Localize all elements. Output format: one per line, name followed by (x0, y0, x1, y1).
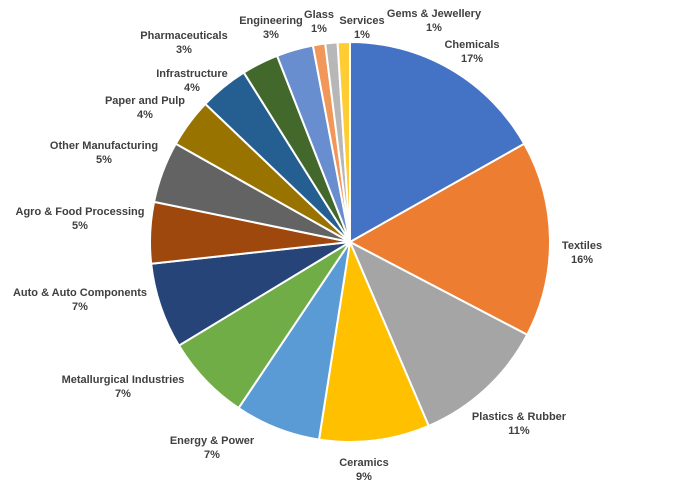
data-label-other-manufacturing: Other Manufacturing 5% (50, 140, 158, 166)
pie-slice-ceramics (317, 238, 430, 443)
data-label-name: Plastics & Rubber (472, 411, 567, 423)
pie-slice-chemicals (349, 40, 526, 244)
data-label-value: 3% (176, 44, 192, 56)
data-label-name: Metallurgical Industries (62, 374, 185, 386)
data-label-value: 7% (115, 388, 131, 400)
data-label-value: 5% (72, 220, 88, 232)
data-label-name: Textiles (562, 240, 602, 252)
data-label-engineering: Engineering 3% (239, 15, 303, 41)
data-label-name: Glass (304, 9, 334, 21)
data-label-value: 4% (184, 82, 200, 94)
data-label-name: Ceramics (339, 457, 389, 469)
data-label-value: 3% (263, 29, 279, 41)
data-label-auto-and-auto-components: Auto & Auto Components 7% (13, 287, 147, 313)
data-label-name: Agro & Food Processing (16, 206, 145, 218)
pie-slices (149, 40, 551, 443)
data-label-value: 17% (461, 53, 483, 65)
data-label-name: Services (339, 15, 384, 27)
data-label-agro-and-food-processing: Agro & Food Processing 5% (16, 206, 145, 232)
data-label-value: 5% (96, 154, 112, 166)
data-label-value: 11% (508, 425, 530, 437)
data-label-gems-and-jewellery: Gems & Jewellery 1% (387, 8, 482, 34)
data-label-textiles: Textiles 16% (562, 240, 602, 266)
data-label-name: Gems & Jewellery (387, 8, 482, 20)
pie-slice-gems-and-jewellery (336, 40, 351, 243)
data-label-paper-and-pulp: Paper and Pulp 4% (105, 95, 185, 121)
data-label-name: Auto & Auto Components (13, 287, 147, 299)
data-label-name: Other Manufacturing (50, 140, 158, 152)
data-label-value: 7% (72, 301, 88, 313)
data-label-name: Energy & Power (170, 435, 255, 447)
data-label-plastics-and-rubber: Plastics & Rubber 11% (472, 411, 567, 437)
data-label-value: 7% (204, 449, 220, 461)
data-label-metallurgical-industries: Metallurgical Industries 7% (62, 374, 185, 400)
data-label-name: Infrastructure (156, 68, 228, 80)
data-label-value: 1% (354, 29, 370, 41)
data-label-value: 1% (426, 22, 442, 34)
data-label-value: 9% (356, 471, 372, 483)
pie-slice-textiles (347, 142, 551, 337)
data-label-name: Chemicals (444, 39, 499, 51)
data-label-value: 1% (311, 23, 327, 35)
data-label-name: Paper and Pulp (105, 95, 185, 107)
data-label-glass: Glass 1% (304, 9, 334, 35)
data-label-services: Services 1% (339, 15, 384, 41)
data-label-value: 16% (571, 254, 593, 266)
data-label-infrastructure: Infrastructure 4% (156, 68, 228, 94)
data-label-energy-and-power: Energy & Power 7% (170, 435, 255, 461)
pie-slice-plastics-and-rubber (347, 239, 529, 428)
data-label-name: Pharmaceuticals (140, 30, 227, 42)
data-label-name: Engineering (239, 15, 303, 27)
data-label-pharmaceuticals: Pharmaceuticals 3% (140, 30, 227, 56)
data-label-value: 4% (137, 109, 153, 121)
pie-labels: Chemicals 17% Textiles 16% Plastics & Rubber… (13, 8, 602, 483)
data-label-ceramics: Ceramics 9% (339, 457, 389, 483)
data-label-chemicals: Chemicals 17% (444, 39, 499, 65)
